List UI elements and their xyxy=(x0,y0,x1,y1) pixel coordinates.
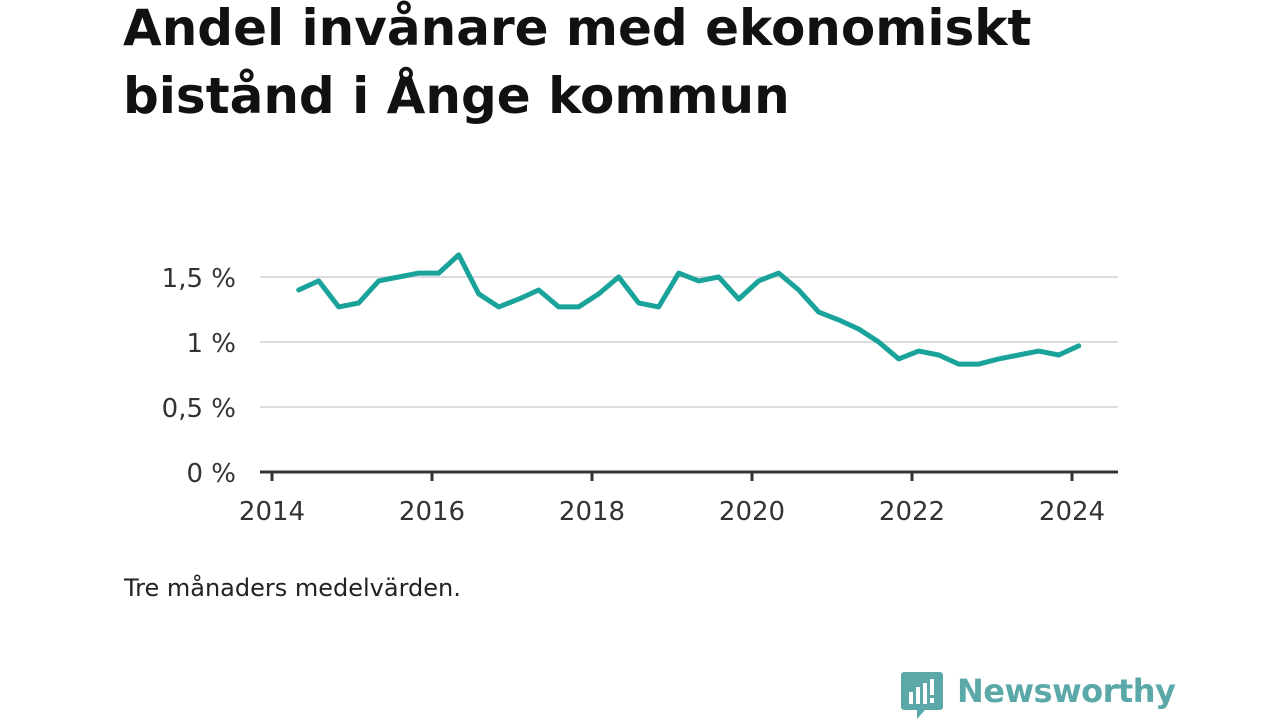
series-line xyxy=(296,252,1082,367)
y-axis-tick-labels: 0 % 0,5 % 1 % 1,5 % xyxy=(162,264,236,489)
newsworthy-chat-bar-icon xyxy=(901,672,943,719)
y-tick-label: 0 % xyxy=(186,459,236,489)
brand-logo: Newsworthy xyxy=(901,670,1176,720)
x-tick-label: 2014 xyxy=(239,497,305,527)
brand-name: Newsworthy xyxy=(957,672,1176,710)
y-tick-label: 1,5 % xyxy=(162,264,236,294)
chart-footnote: Tre månaders medelvärden. xyxy=(124,574,461,602)
gridlines xyxy=(260,276,1118,408)
line-chart: 0 % 0,5 % 1 % 1,5 % 2014 2016 2018 2020 2022 202… xyxy=(162,252,1118,527)
x-tick-label: 2020 xyxy=(719,497,785,527)
data-series xyxy=(296,252,1082,367)
x-tick-label: 2018 xyxy=(559,497,625,527)
y-tick-label: 1 % xyxy=(186,329,236,359)
chart-title: Andel invånare med ekonomiskt bistånd i … xyxy=(123,0,1032,125)
x-axis-tick-labels: 2014 2016 2018 2020 2022 2024 xyxy=(239,497,1105,527)
y-tick-label: 0,5 % xyxy=(162,394,236,424)
x-tick-label: 2016 xyxy=(399,497,465,527)
x-tick-label: 2022 xyxy=(879,497,945,527)
x-axis xyxy=(260,470,1118,481)
x-tick-label: 2024 xyxy=(1039,497,1105,527)
